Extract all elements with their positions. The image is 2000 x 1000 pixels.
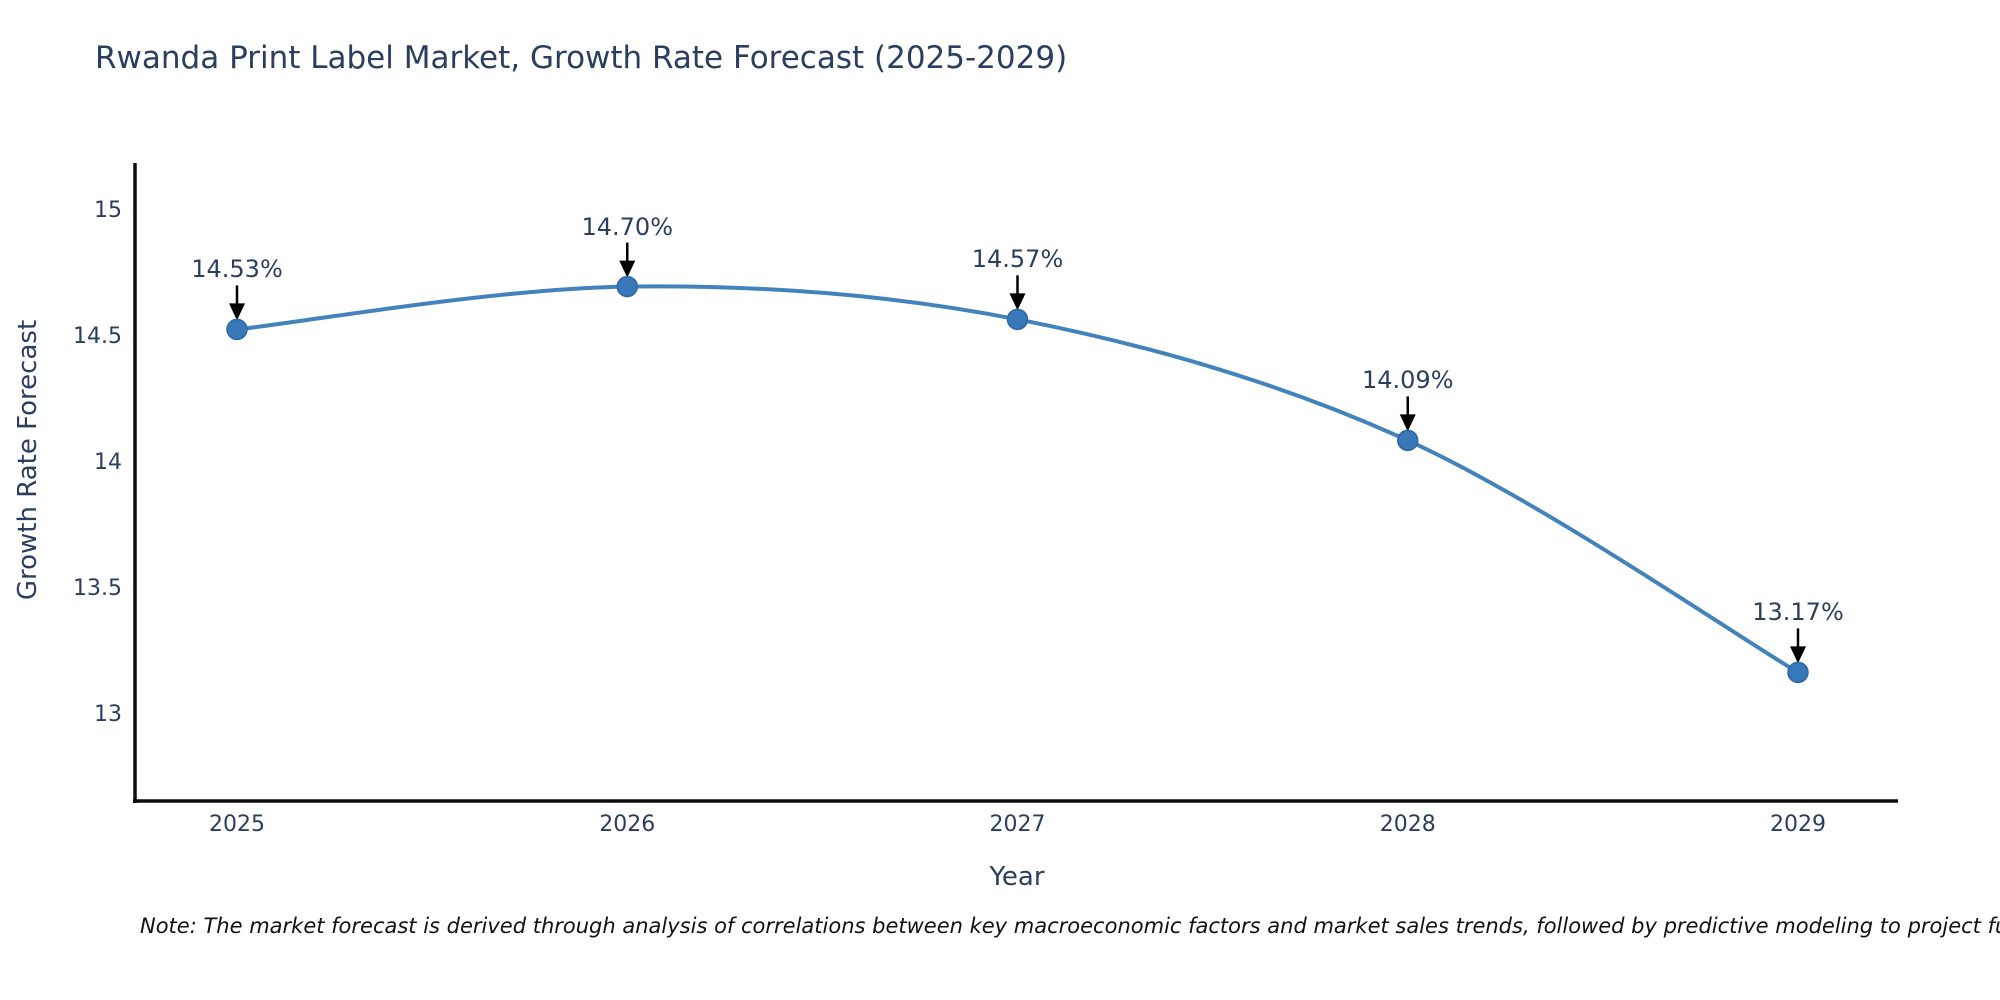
point-annotation-label: 14.53% xyxy=(191,255,283,284)
annotation-arrow-head xyxy=(1790,646,1806,664)
x-tick-label: 2029 xyxy=(1770,812,1826,837)
data-point-marker[interactable] xyxy=(1006,308,1029,331)
point-annotation-label: 13.17% xyxy=(1752,598,1844,627)
y-tick-label: 13 xyxy=(94,702,122,728)
annotation-arrow-head xyxy=(1009,293,1026,311)
annotation-arrow-head xyxy=(619,260,636,278)
x-tick-label: 2028 xyxy=(1379,812,1436,837)
y-tick-label: 13.5 xyxy=(73,576,122,602)
data-point-marker[interactable] xyxy=(226,318,248,341)
y-tick-label: 15 xyxy=(94,197,122,223)
annotation-arrow-head xyxy=(229,303,245,321)
data-point-marker[interactable] xyxy=(1397,429,1419,452)
point-annotation-label: 14.70% xyxy=(581,212,673,241)
y-axis-title: Growth Rate Forecast xyxy=(13,319,43,601)
x-tick-label: 2025 xyxy=(209,812,265,837)
y-tick-label: 14.5 xyxy=(73,324,122,349)
footnote: Note: The market forecast is derived thr… xyxy=(140,914,2000,938)
x-tick-label: 2026 xyxy=(599,812,656,837)
point-annotation-label: 14.57% xyxy=(971,245,1064,274)
chart-title: Rwanda Print Label Market, Growth Rate F… xyxy=(95,40,1068,76)
series-line xyxy=(236,284,1800,675)
y-tick-label: 14 xyxy=(94,450,122,476)
point-annotation-label: 14.09% xyxy=(1361,366,1454,395)
annotation-arrow-head xyxy=(1399,414,1416,432)
x-axis-title: Year xyxy=(989,862,1045,892)
x-tick-label: 2027 xyxy=(989,812,1046,837)
data-point-marker[interactable] xyxy=(1787,661,1809,684)
data-point-marker[interactable] xyxy=(616,275,638,298)
